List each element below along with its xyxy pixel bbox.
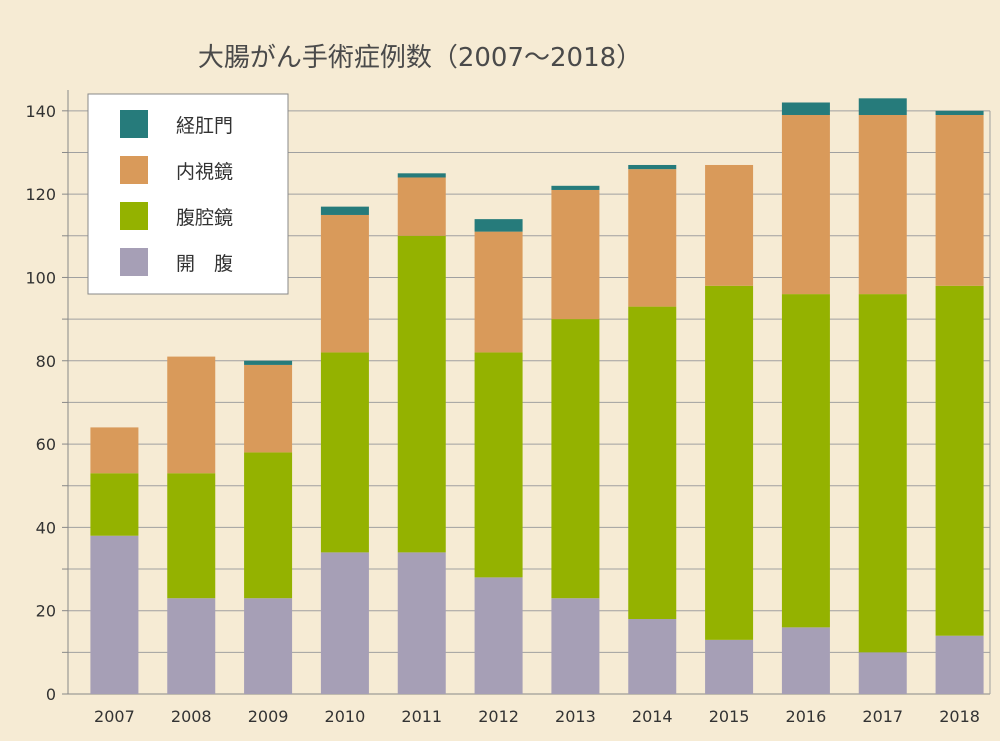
bar-segment [167, 473, 216, 599]
legend-label: 経肛門 [176, 115, 233, 137]
y-tick-label: 80 [36, 352, 56, 371]
bar-segment [935, 635, 984, 694]
gridlines [68, 110, 991, 695]
bar-segment [397, 173, 446, 178]
y-tick-label: 140 [25, 102, 56, 121]
bar-segment [90, 473, 139, 536]
y-tick-label: 40 [36, 518, 56, 537]
bar-segment [628, 306, 677, 620]
bar-segment [781, 102, 830, 115]
bar-segment [628, 169, 677, 307]
x-tick-label: 2015 [709, 707, 750, 726]
x-axis: 2007 2008 2009 2010 2011 2012 2013 2014 2015 2016… [94, 707, 980, 726]
y-tick-label: 120 [25, 185, 56, 204]
bar-segment [551, 189, 600, 320]
x-tick-label: 2016 [786, 707, 827, 726]
bar-segment [858, 294, 907, 653]
x-tick-label: 2013 [555, 707, 596, 726]
bars [90, 98, 984, 694]
bar-segment [551, 185, 600, 190]
bar-segment [705, 639, 754, 694]
bar-segment [244, 598, 293, 694]
bar-segment [628, 619, 677, 694]
y-tick-label: 60 [36, 435, 56, 454]
bar-segment [781, 114, 830, 295]
bar-segment [628, 164, 677, 170]
bar-segment [397, 552, 446, 694]
x-tick-label: 2007 [94, 707, 135, 726]
bar-segment [244, 452, 293, 599]
y-axis: 0 20 40 60 80 100 120 140 [25, 90, 69, 704]
legend-swatch [120, 202, 148, 230]
bar-segment [90, 427, 139, 474]
bar-segment [474, 219, 523, 232]
legend-label: 開 腹 [176, 253, 233, 275]
x-tick-label: 2010 [325, 707, 366, 726]
bar-segment [858, 652, 907, 694]
legend-swatch [120, 248, 148, 276]
x-tick-label: 2012 [478, 707, 519, 726]
bar-segment [781, 294, 830, 628]
bar-segment [551, 598, 600, 694]
x-tick-label: 2017 [862, 707, 903, 726]
chart-title: 大腸がん手術症例数（2007～2018） [198, 43, 642, 73]
x-tick-label: 2008 [171, 707, 212, 726]
bar-segment [551, 319, 600, 599]
y-tick-label: 100 [25, 268, 56, 287]
bar-segment [167, 356, 216, 474]
bar-segment [320, 206, 369, 215]
y-tick-label: 0 [46, 685, 56, 704]
bar-segment [474, 352, 523, 578]
legend-swatch [120, 110, 148, 138]
bar-segment [781, 627, 830, 694]
y-tick-label: 20 [36, 602, 56, 621]
bar-segment [320, 214, 369, 353]
bar-segment [705, 285, 754, 640]
bar-segment [90, 535, 139, 694]
bar-segment [244, 360, 293, 365]
bar-segment [474, 231, 523, 353]
x-tick-label: 2014 [632, 707, 673, 726]
x-tick-label: 2011 [401, 707, 442, 726]
bar-segment [935, 110, 984, 115]
bar-segment [935, 114, 984, 286]
bar-segment [935, 285, 984, 636]
bar-segment [244, 364, 293, 453]
bar-segment [858, 98, 907, 115]
legend-label: 腹腔鏡 [176, 207, 233, 229]
legend-label: 内視鏡 [176, 161, 233, 183]
bar-segment [397, 235, 446, 553]
x-tick-label: 2009 [248, 707, 289, 726]
x-tick-label: 2018 [939, 707, 980, 726]
bar-segment [167, 598, 216, 694]
bar-segment [320, 552, 369, 694]
legend-swatch [120, 156, 148, 184]
bar-segment [858, 114, 907, 295]
bar-segment [397, 177, 446, 236]
bar-segment [705, 164, 754, 286]
bar-segment [474, 577, 523, 694]
bar-segment [320, 352, 369, 553]
